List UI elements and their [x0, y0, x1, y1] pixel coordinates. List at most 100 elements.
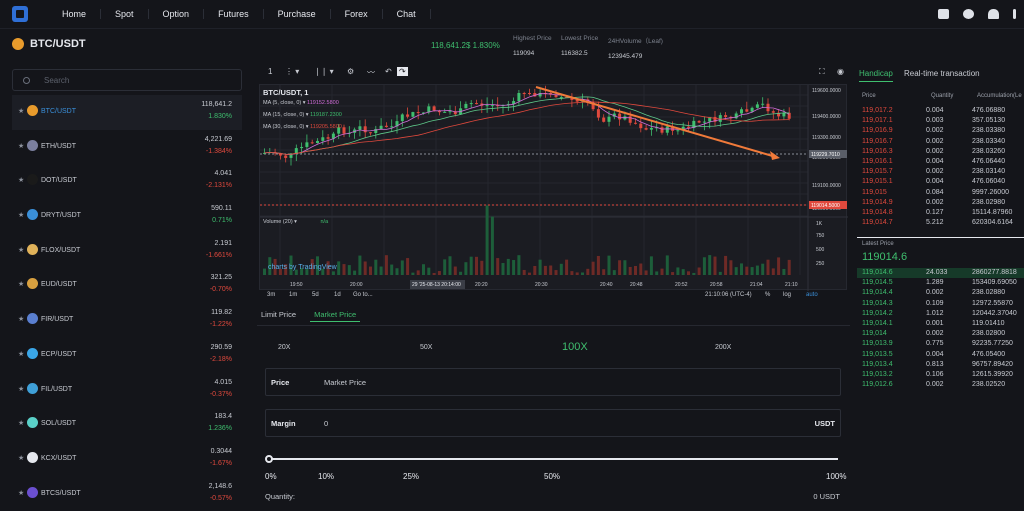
market-row[interactable]: ★ ETH/USDT 4,221.69 -1.384% [12, 130, 242, 165]
order-row[interactable]: 119,014.8 0.127 15114.87960 [857, 208, 1024, 218]
menu-icon[interactable] [1013, 9, 1016, 19]
settings-icon[interactable]: ⚙ [347, 67, 355, 76]
chart-canvas[interactable]: 119600.0000119400.0000119300.0000119200.… [260, 85, 848, 291]
order-row[interactable]: 119,014.4 0.002 238.02880 [857, 288, 1024, 298]
redo-icon[interactable]: ↷ [397, 67, 408, 76]
margin-input[interactable]: 0 [324, 419, 329, 428]
order-row[interactable]: 119,013.2 0.106 12615.39920 [857, 370, 1024, 380]
nav-chat[interactable]: Chat [383, 9, 431, 19]
order-row[interactable]: 119,016.1 0.004 476.06440 [857, 157, 1024, 167]
tf-5d[interactable]: 5d [312, 292, 319, 298]
order-row[interactable]: 119,014.2 1.012 120442.37040 [857, 309, 1024, 319]
undo-icon[interactable]: ↶ [385, 67, 392, 76]
star-icon[interactable]: ★ [18, 350, 25, 358]
order-row[interactable]: 119,015 0.084 9997.26000 [857, 188, 1024, 198]
market-row[interactable]: ★ BTCS/USDT 2,148.6 -0.57% [12, 477, 242, 511]
nav-home[interactable]: Home [48, 9, 102, 19]
order-row[interactable]: 119,017.1 0.003 357.05130 [857, 116, 1024, 126]
order-row[interactable]: 119,013.4 0.813 96757.89420 [857, 360, 1024, 370]
nav-forex[interactable]: Forex [331, 9, 383, 19]
star-icon[interactable]: ★ [18, 281, 25, 289]
order-row[interactable]: 119,012.6 0.002 238.02520 [857, 380, 1024, 390]
order-row[interactable]: 119,016.7 0.002 238.03340 [857, 137, 1024, 147]
market-row[interactable]: ★ DRYT/USDT 590.11 0.71% [12, 199, 242, 234]
nav-spot[interactable]: Spot [101, 9, 149, 19]
margin-slider[interactable] [268, 458, 838, 460]
search-input[interactable]: Search [12, 69, 242, 91]
star-icon[interactable]: ★ [18, 177, 25, 185]
star-icon[interactable]: ★ [18, 385, 25, 393]
order-row[interactable]: 119,014.7 5.212 620304.6164 [857, 218, 1024, 228]
leverage-20x[interactable]: 20X [278, 344, 291, 351]
star-icon[interactable]: ★ [18, 246, 25, 254]
star-icon[interactable]: ★ [18, 316, 25, 324]
star-icon[interactable]: ★ [18, 489, 25, 497]
order-row[interactable]: 119,014.6 24.033 2860277.8818 [857, 268, 1024, 279]
order-row[interactable]: 119,016.9 0.002 238.03380 [857, 126, 1024, 136]
indicators-icon[interactable]: 〰 [367, 68, 375, 77]
more-icon[interactable]: ⋮ ▾ [285, 67, 300, 76]
star-icon[interactable]: ★ [18, 108, 25, 115]
tf-1m[interactable]: 1m [289, 292, 298, 298]
nav-option[interactable]: Option [149, 9, 205, 19]
slider-handle[interactable] [265, 455, 273, 463]
price-chart[interactable]: 119600.0000119400.0000119300.0000119200.… [259, 84, 848, 291]
camera-icon[interactable]: ◉ [837, 67, 844, 76]
market-row[interactable]: ★ BTC/USDT 118,641.2 1.830% [12, 95, 242, 130]
order-row[interactable]: 119,017.2 0.004 476.06880 [857, 106, 1024, 116]
pct-25[interactable]: 25% [403, 472, 420, 481]
tab-realtime[interactable]: Real-time transaction [904, 69, 980, 78]
fullscreen-icon[interactable]: ⛶ [819, 67, 825, 76]
interval-button[interactable]: 1 [268, 67, 273, 76]
market-row[interactable]: ★ ECP/USDT 290.59 -2.18% [12, 338, 242, 373]
log-toggle[interactable]: log [783, 292, 792, 298]
order-row[interactable]: 119,014.5 1.289 153409.69050 [857, 278, 1024, 288]
nav-futures[interactable]: Futures [204, 9, 264, 19]
order-row[interactable]: 119,014 0.002 238.02800 [857, 329, 1024, 339]
market-row[interactable]: ★ SOL/USDT 183.4 1.236% [12, 407, 242, 442]
order-row[interactable]: 119,016.3 0.002 238.03260 [857, 147, 1024, 157]
nav-purchase[interactable]: Purchase [264, 9, 331, 19]
order-row[interactable]: 119,013.9 0.775 92235.77250 [857, 339, 1024, 349]
market-row[interactable]: ★ FLOX/USDT 2.191 -1.661% [12, 234, 242, 269]
tab-market-price[interactable]: Market Price [310, 308, 361, 322]
order-row[interactable]: 119,015.1 0.004 476.06040 [857, 177, 1024, 187]
user-icon[interactable] [963, 9, 974, 19]
pct-100[interactable]: 100% [826, 472, 847, 481]
price-field[interactable]: Price Market Price [265, 368, 841, 396]
market-row[interactable]: ★ FIL/USDT 4.015 -0.37% [12, 373, 242, 408]
tab-handicap[interactable]: Handicap [859, 69, 893, 82]
pct-toggle[interactable]: % [765, 292, 771, 298]
market-row[interactable]: ★ DOT/USDT 4.041 -2.131% [12, 164, 242, 199]
tf-1d[interactable]: 1d [334, 292, 341, 298]
order-row[interactable]: 119,013.5 0.004 476.05400 [857, 350, 1024, 360]
pct-10[interactable]: 10% [318, 472, 335, 481]
tradingview-watermark[interactable]: charts by TradingView [268, 264, 337, 271]
volume-bar [358, 255, 362, 275]
order-row[interactable]: 119,014.9 0.002 238.02980 [857, 198, 1024, 208]
pct-0[interactable]: 0% [265, 472, 277, 481]
tab-limit-price[interactable]: Limit Price [261, 310, 297, 319]
leverage-200x[interactable]: 200X [715, 344, 732, 351]
bell-icon[interactable] [988, 9, 999, 19]
leverage-50x[interactable]: 50X [420, 344, 433, 351]
wallet-icon[interactable] [938, 9, 949, 19]
tf-3m[interactable]: 3m [267, 292, 276, 298]
star-icon[interactable]: ★ [18, 454, 25, 462]
pct-50[interactable]: 50% [544, 472, 561, 481]
star-icon[interactable]: ★ [18, 142, 25, 150]
market-row[interactable]: ★ FIR/USDT 119.82 -1.22% [12, 303, 242, 338]
margin-field[interactable]: Margin 0 USDT [265, 409, 841, 437]
candle-type-icon[interactable]: ❘❘ ▾ [314, 67, 334, 76]
star-icon[interactable]: ★ [18, 212, 25, 220]
order-row[interactable]: 119,015.7 0.002 238.03140 [857, 167, 1024, 177]
star-icon[interactable]: ★ [18, 420, 25, 428]
order-row[interactable]: 119,014.3 0.109 12972.55870 [857, 299, 1024, 309]
auto-toggle[interactable]: auto [806, 292, 818, 298]
order-row[interactable]: 119,014.1 0.001 119.01410 [857, 319, 1024, 329]
goto-date[interactable]: Go to... [353, 292, 373, 298]
market-row[interactable]: ★ KCX/USDT 0.3044 -1.67% [12, 442, 242, 477]
logo[interactable] [12, 6, 28, 22]
leverage-100x[interactable]: 100X [562, 341, 588, 353]
market-row[interactable]: ★ EUD/USDT 321.25 -0.70% [12, 268, 242, 303]
